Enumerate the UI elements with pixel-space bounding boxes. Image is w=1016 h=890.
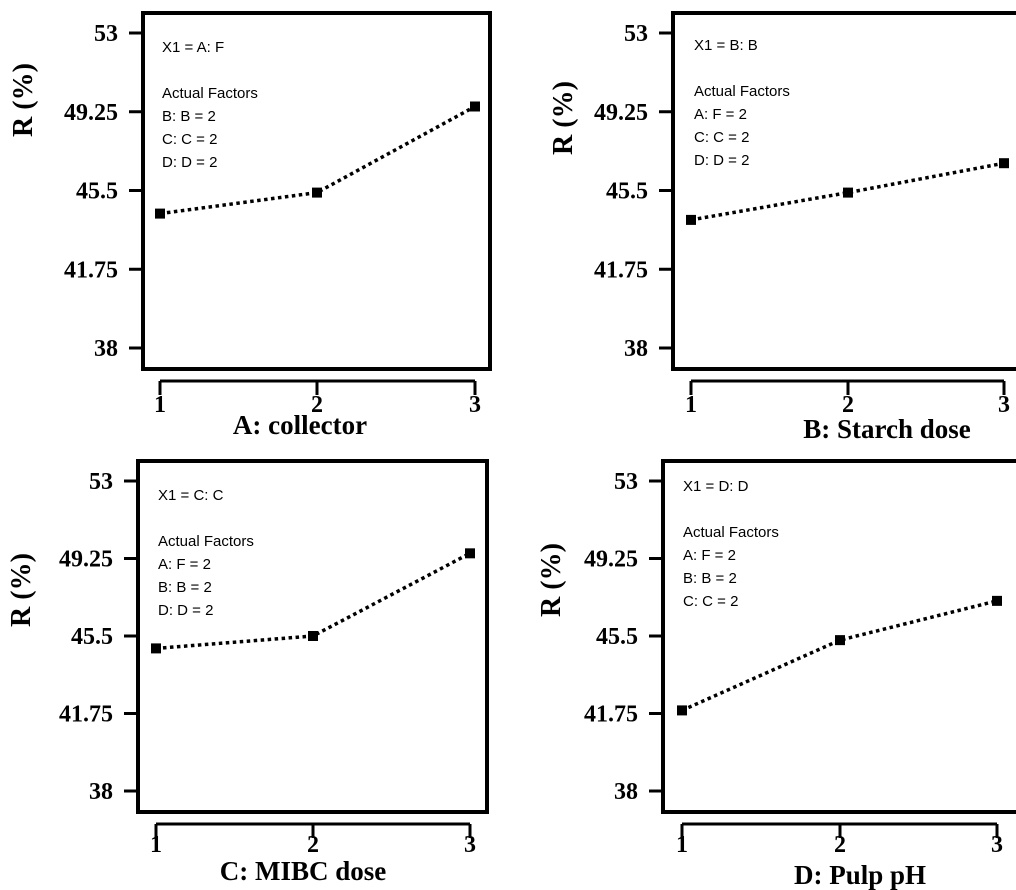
y-tick-label: 41.75 bbox=[594, 257, 648, 283]
y-tick-label: 53 bbox=[624, 21, 648, 47]
chart-panel-2: 38 41.75 45.5 49.25 53 1 2 3 B: Starch dose R (%)… bbox=[548, 11, 1016, 444]
actual-factor-item: B: B = 2 bbox=[162, 108, 216, 125]
series-line bbox=[681, 599, 998, 712]
y-tick-label: 38 bbox=[94, 336, 118, 362]
actual-factors-title: Actual Factors bbox=[694, 83, 790, 100]
x-axis-title: A: collector bbox=[233, 410, 367, 440]
chart-panel-1: 38 41.75 45.5 49.25 53 1 2 3 A: collector R (%) X1… bbox=[8, 11, 492, 440]
y-tick-label: 53 bbox=[94, 21, 118, 47]
x-tick-label: 3 bbox=[464, 832, 476, 858]
y-tick-label: 45.5 bbox=[596, 624, 638, 650]
x-tick-label: 2 bbox=[834, 832, 846, 858]
x-tick-label: 2 bbox=[311, 392, 323, 418]
x1-factor-label: X1 = C: C bbox=[158, 487, 224, 504]
y-axis-title: R (%) bbox=[536, 543, 567, 617]
actual-factors-title: Actual Factors bbox=[162, 85, 258, 102]
data-point bbox=[151, 643, 161, 654]
data-point bbox=[835, 635, 845, 646]
x1-factor-label: X1 = D: D bbox=[683, 478, 749, 495]
y-tick-label: 49.25 bbox=[59, 547, 113, 573]
y-tick-label: 53 bbox=[614, 469, 638, 495]
actual-factor-item: A: F = 2 bbox=[683, 547, 736, 564]
data-point bbox=[155, 208, 165, 219]
actual-factor-item: C: C = 2 bbox=[694, 129, 749, 146]
y-tick-label: 49.25 bbox=[64, 100, 118, 126]
data-point bbox=[843, 187, 853, 198]
x-axis-title: D: Pulp pH bbox=[794, 860, 926, 890]
data-point bbox=[999, 158, 1009, 169]
y-tick-label: 49.25 bbox=[584, 547, 638, 573]
actual-factor-item: A: F = 2 bbox=[158, 556, 211, 573]
actual-factor-item: C: C = 2 bbox=[683, 593, 738, 610]
y-tick-label: 45.5 bbox=[71, 624, 113, 650]
y-axis-title: R (%) bbox=[8, 63, 39, 137]
y-tick-label: 45.5 bbox=[76, 179, 118, 205]
x-tick-label: 1 bbox=[150, 832, 162, 858]
chart-panel-4: 38 41.75 45.5 49.25 53 1 2 3 D: Pulp pH R (%) X1 =… bbox=[536, 459, 1016, 890]
x-tick-label: 3 bbox=[998, 392, 1010, 418]
data-point bbox=[312, 187, 322, 198]
data-point bbox=[686, 214, 696, 225]
x-axis-title: C: MIBC dose bbox=[220, 856, 387, 886]
data-point bbox=[470, 101, 480, 112]
y-axis-title: R (%) bbox=[548, 81, 579, 155]
y-axis-title: R (%) bbox=[6, 553, 37, 627]
x-tick-label: 3 bbox=[469, 392, 481, 418]
actual-factor-item: D: D = 2 bbox=[162, 154, 217, 171]
actual-factor-item: A: F = 2 bbox=[694, 106, 747, 123]
y-tick-label: 38 bbox=[624, 336, 648, 362]
chart-panel-3: 38 41.75 45.5 49.25 53 1 2 3 C: MIBC dose R (%) X1… bbox=[6, 459, 489, 886]
y-tick-label: 38 bbox=[89, 779, 113, 805]
actual-factors-title: Actual Factors bbox=[683, 524, 779, 541]
actual-factor-item: D: D = 2 bbox=[694, 152, 749, 169]
y-tick-label: 41.75 bbox=[59, 702, 113, 728]
x1-factor-label: X1 = B: B bbox=[694, 37, 758, 54]
y-tick-label: 53 bbox=[89, 469, 113, 495]
data-point bbox=[677, 705, 687, 716]
y-tick-label: 41.75 bbox=[584, 702, 638, 728]
data-point bbox=[465, 548, 475, 559]
actual-factor-item: B: B = 2 bbox=[158, 579, 212, 596]
x-tick-label: 3 bbox=[991, 832, 1003, 858]
actual-factor-item: C: C = 2 bbox=[162, 131, 217, 148]
x-axis-title: B: Starch dose bbox=[803, 414, 971, 444]
actual-factor-item: B: B = 2 bbox=[683, 570, 737, 587]
y-tick-label: 49.25 bbox=[594, 100, 648, 126]
actual-factors-title: Actual Factors bbox=[158, 533, 254, 550]
x-tick-label: 2 bbox=[307, 832, 319, 858]
data-point bbox=[308, 631, 318, 641]
x-tick-label: 2 bbox=[842, 392, 854, 418]
x1-factor-label: X1 = A: F bbox=[162, 39, 224, 56]
y-tick-label: 38 bbox=[614, 779, 638, 805]
x-tick-label: 1 bbox=[154, 392, 166, 418]
x-tick-label: 1 bbox=[685, 392, 697, 418]
data-point bbox=[992, 595, 1002, 606]
actual-factor-item: D: D = 2 bbox=[158, 602, 213, 619]
y-tick-label: 45.5 bbox=[606, 179, 648, 205]
x-tick-label: 1 bbox=[676, 832, 688, 858]
y-tick-label: 41.75 bbox=[64, 257, 118, 283]
